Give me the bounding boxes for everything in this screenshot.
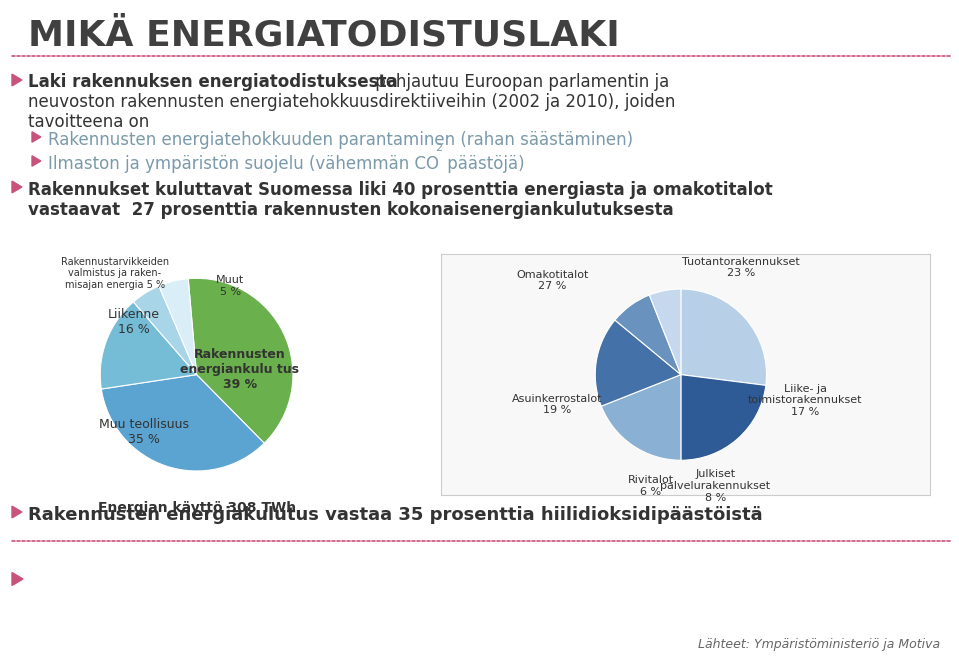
Text: Muu teollisuus
35 %: Muu teollisuus 35 % [99, 418, 189, 446]
Text: Laki rakennuksen energiatodistuksesta: Laki rakennuksen energiatodistuksesta [28, 73, 398, 91]
Wedge shape [615, 295, 681, 375]
Wedge shape [188, 278, 292, 444]
Polygon shape [12, 74, 22, 86]
Text: Rakennusten
energiankulu tus
39 %: Rakennusten energiankulu tus 39 % [180, 349, 299, 391]
Wedge shape [681, 289, 766, 385]
Text: Omakotitalot
27 %: Omakotitalot 27 % [516, 270, 589, 291]
Wedge shape [133, 286, 197, 375]
Text: pohjautuu Euroopan parlamentin ja: pohjautuu Euroopan parlamentin ja [370, 73, 669, 91]
Wedge shape [596, 320, 681, 406]
Wedge shape [649, 289, 681, 375]
Text: Rakennusten energiakulutus vastaa 35 prosenttia hiilidioksidipäästöistä: Rakennusten energiakulutus vastaa 35 pro… [28, 506, 762, 524]
Text: Ilmaston ja ympäristön suojelu (vähemmän CO: Ilmaston ja ympäristön suojelu (vähemmän… [48, 155, 439, 173]
Wedge shape [159, 279, 197, 375]
Text: päästöjä): päästöjä) [442, 155, 525, 173]
Text: Liikenne
16 %: Liikenne 16 % [108, 308, 160, 336]
Wedge shape [601, 375, 681, 460]
Polygon shape [32, 156, 41, 166]
Text: Liike- ja
toimistorakennukset
17 %: Liike- ja toimistorakennukset 17 % [748, 384, 862, 417]
Text: Rakennusten energiatehokkuuden parantaminen (rahan säästäminen): Rakennusten energiatehokkuuden parantami… [48, 131, 633, 149]
Wedge shape [102, 375, 265, 471]
Text: Rakennustarvikkeiden
valmistus ja raken-
misajan energia 5 %: Rakennustarvikkeiden valmistus ja raken-… [60, 257, 169, 290]
Text: Asuinkerrostalot
19 %: Asuinkerrostalot 19 % [511, 394, 602, 415]
Text: neuvoston rakennusten energiatehokkuusdirektiiveihin (2002 ja 2010), joiden: neuvoston rakennusten energiatehokkuusdi… [28, 93, 675, 111]
Polygon shape [12, 506, 22, 518]
Text: Muut
5 %: Muut 5 % [216, 275, 245, 297]
Text: MIKÄ ENERGIATODISTUSLAKI: MIKÄ ENERGIATODISTUSLAKI [28, 18, 620, 52]
Text: vastaavat  27 prosenttia rakennusten kokonaisenergiankulutuksesta: vastaavat 27 prosenttia rakennusten koko… [28, 201, 673, 219]
Text: Lähteet: Ympäristöministeriö ja Motiva: Lähteet: Ympäristöministeriö ja Motiva [698, 638, 940, 651]
Text: Julkiset
palvelurakennukset
8 %: Julkiset palvelurakennukset 8 % [660, 470, 770, 502]
Polygon shape [32, 132, 41, 142]
Polygon shape [12, 573, 23, 585]
Text: tavoitteena on: tavoitteena on [28, 113, 150, 131]
Text: Energian käyttö 308 TWh: Energian käyttö 308 TWh [98, 500, 295, 514]
Text: Rivitalot
6 %: Rivitalot 6 % [628, 475, 674, 497]
Wedge shape [101, 302, 197, 389]
Wedge shape [681, 375, 766, 460]
Text: Rakennukset kuluttavat Suomessa liki 40 prosenttia energiasta ja omakotitalot: Rakennukset kuluttavat Suomessa liki 40 … [28, 181, 773, 199]
Text: Tuotantorakennukset
23 %: Tuotantorakennukset 23 % [682, 257, 800, 278]
Text: 2: 2 [435, 143, 442, 153]
Polygon shape [12, 181, 22, 193]
